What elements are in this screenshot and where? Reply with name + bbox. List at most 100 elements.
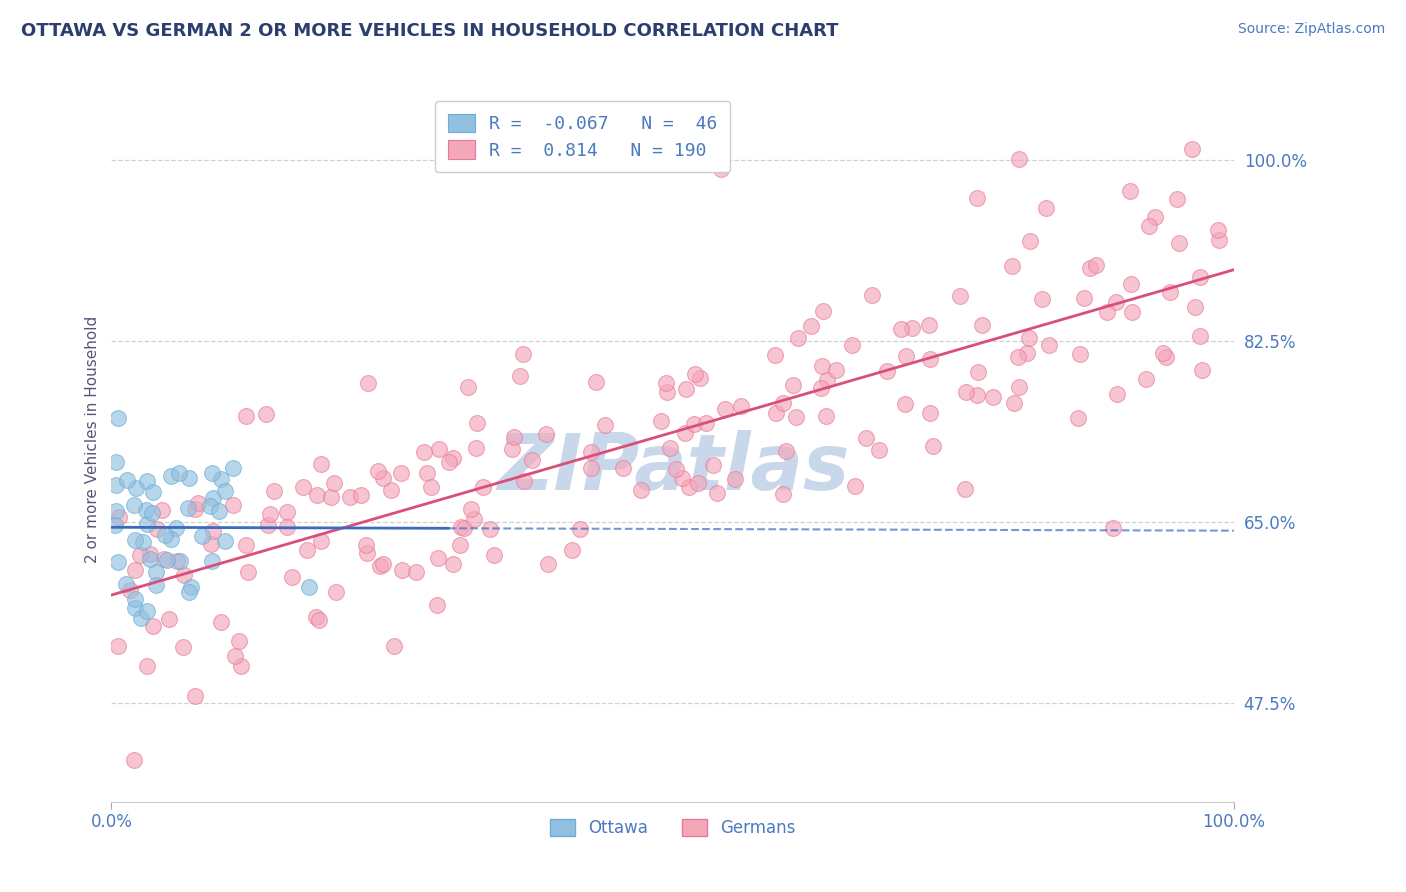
Point bbox=[678, 480, 700, 494]
Point bbox=[695, 416, 717, 430]
Point bbox=[224, 648, 246, 663]
Point bbox=[955, 384, 977, 399]
Point bbox=[772, 486, 794, 500]
Point bbox=[1189, 328, 1212, 343]
Point bbox=[114, 576, 136, 591]
Point bbox=[463, 512, 485, 526]
Point bbox=[595, 417, 617, 432]
Point bbox=[129, 548, 152, 562]
Point bbox=[682, 417, 704, 431]
Point bbox=[561, 542, 583, 557]
Point bbox=[671, 471, 693, 485]
Point bbox=[1119, 277, 1142, 292]
Point bbox=[918, 352, 941, 367]
Text: ZIPatlas: ZIPatlas bbox=[496, 431, 849, 507]
Point bbox=[135, 516, 157, 531]
Point bbox=[391, 563, 413, 577]
Point bbox=[1102, 521, 1125, 535]
Point bbox=[309, 457, 332, 471]
Point bbox=[714, 401, 737, 416]
Point bbox=[673, 426, 696, 441]
Point bbox=[581, 461, 603, 475]
Point bbox=[450, 538, 472, 552]
Point bbox=[1018, 331, 1040, 345]
Point bbox=[1166, 192, 1188, 206]
Point bbox=[702, 458, 724, 473]
Point bbox=[214, 533, 236, 548]
Point bbox=[136, 474, 159, 488]
Point bbox=[509, 368, 531, 383]
Point bbox=[537, 557, 560, 571]
Point bbox=[122, 753, 145, 767]
Point bbox=[235, 538, 257, 552]
Point bbox=[426, 598, 449, 612]
Point bbox=[228, 633, 250, 648]
Point bbox=[107, 556, 129, 570]
Point bbox=[159, 532, 181, 546]
Point bbox=[730, 399, 752, 413]
Point bbox=[841, 338, 863, 352]
Point bbox=[209, 615, 232, 629]
Point bbox=[1188, 270, 1211, 285]
Point bbox=[105, 455, 128, 469]
Point bbox=[177, 471, 200, 485]
Point bbox=[183, 690, 205, 704]
Point bbox=[107, 411, 129, 425]
Point bbox=[108, 510, 131, 524]
Point bbox=[124, 592, 146, 607]
Point bbox=[298, 580, 321, 594]
Point bbox=[479, 522, 502, 536]
Point bbox=[222, 460, 245, 475]
Point bbox=[254, 407, 277, 421]
Point bbox=[308, 613, 330, 627]
Text: OTTAWA VS GERMAN 2 OR MORE VEHICLES IN HOUSEHOLD CORRELATION CHART: OTTAWA VS GERMAN 2 OR MORE VEHICLES IN H… bbox=[21, 22, 838, 40]
Point bbox=[235, 409, 257, 424]
Point bbox=[413, 444, 436, 458]
Point bbox=[177, 501, 200, 516]
Point bbox=[1154, 350, 1177, 364]
Point bbox=[763, 348, 786, 362]
Point bbox=[141, 506, 163, 520]
Point bbox=[427, 551, 450, 566]
Point bbox=[1069, 346, 1091, 360]
Legend: Ottawa, Germans: Ottawa, Germans bbox=[543, 813, 801, 844]
Point bbox=[460, 501, 482, 516]
Point bbox=[1008, 153, 1031, 167]
Point bbox=[876, 363, 898, 377]
Point bbox=[153, 528, 176, 542]
Point bbox=[706, 486, 728, 500]
Point bbox=[304, 610, 326, 624]
Point bbox=[382, 639, 405, 653]
Point bbox=[214, 483, 236, 498]
Point bbox=[172, 640, 194, 655]
Point bbox=[259, 507, 281, 521]
Point bbox=[1137, 219, 1160, 233]
Point bbox=[350, 488, 373, 502]
Point bbox=[453, 521, 475, 535]
Point bbox=[105, 504, 128, 518]
Point bbox=[1152, 346, 1174, 360]
Point bbox=[657, 384, 679, 399]
Point bbox=[124, 600, 146, 615]
Point bbox=[465, 416, 488, 430]
Point bbox=[371, 471, 394, 485]
Point bbox=[115, 473, 138, 487]
Point bbox=[321, 490, 343, 504]
Point bbox=[948, 288, 970, 302]
Point bbox=[815, 373, 838, 387]
Point bbox=[1184, 301, 1206, 315]
Point bbox=[484, 548, 506, 562]
Point bbox=[800, 319, 823, 334]
Point bbox=[967, 365, 990, 379]
Point bbox=[201, 491, 224, 505]
Point bbox=[142, 619, 165, 633]
Point bbox=[405, 566, 427, 580]
Point bbox=[135, 658, 157, 673]
Point bbox=[1038, 337, 1060, 351]
Point bbox=[169, 467, 191, 481]
Point bbox=[118, 582, 141, 597]
Point bbox=[612, 460, 634, 475]
Point bbox=[339, 491, 361, 505]
Point bbox=[1073, 292, 1095, 306]
Point bbox=[138, 551, 160, 566]
